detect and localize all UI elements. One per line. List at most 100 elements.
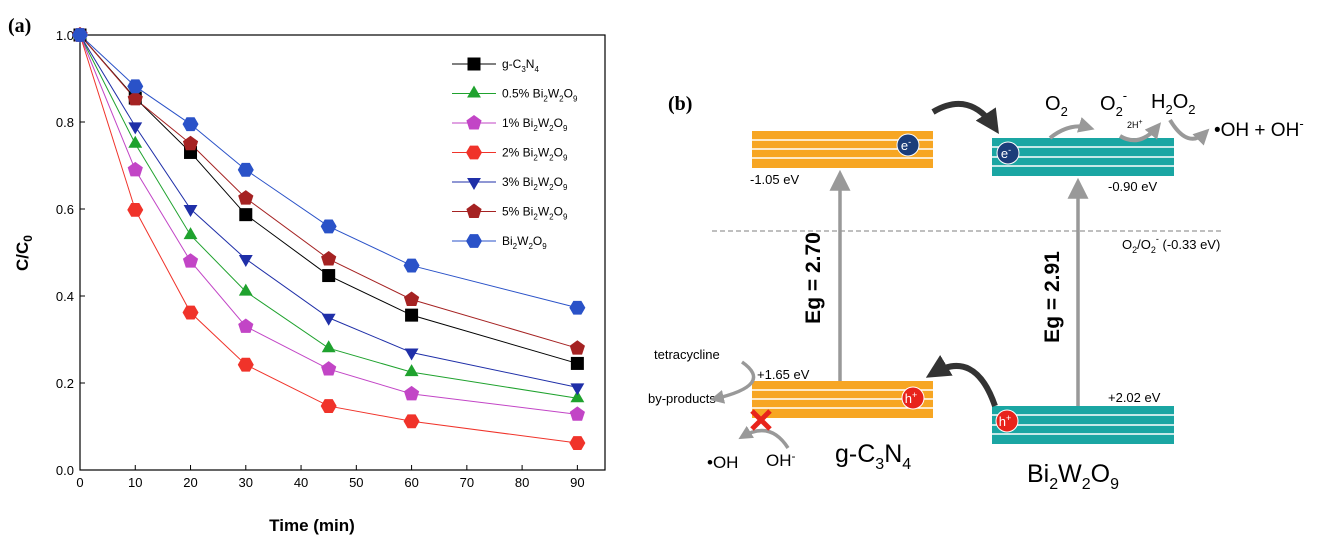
data-point xyxy=(127,202,144,217)
x-tick-label: 40 xyxy=(294,475,308,490)
legend-text-part: O xyxy=(564,87,573,101)
o2rad-sub: 2 xyxy=(1116,104,1123,119)
h2o2-sub2: 2 xyxy=(1188,102,1195,117)
oh-minus-text: OH xyxy=(766,451,792,470)
material-text-part: 3 xyxy=(875,456,884,473)
y-axis: 0.0 0.2 0.4 0.6 0.8 1.0 xyxy=(56,28,85,478)
data-point xyxy=(238,255,253,268)
data-point xyxy=(403,291,420,306)
band-diagram: (b) xyxy=(648,88,1304,493)
legend-text-part: 2 xyxy=(533,124,538,133)
legend-text-part: Bi xyxy=(502,234,513,248)
ref-o2b-sub: 2 xyxy=(1151,245,1156,255)
svg-text:e-: e- xyxy=(901,137,911,153)
x-tick-label: 0 xyxy=(76,475,83,490)
o2-reduction-arrow xyxy=(1048,117,1095,140)
ref-slash: /O xyxy=(1137,237,1151,252)
legend-entry: 2% Bi2W2O9 xyxy=(502,146,568,163)
blocked-oh-arrow xyxy=(738,425,790,449)
legend-text-part: 2 xyxy=(559,95,564,104)
legend-text-part: W xyxy=(538,146,550,160)
legend-text-part: 9 xyxy=(563,183,568,192)
legend-entry: 5% Bi2W2O9 xyxy=(502,205,568,222)
data-point xyxy=(238,283,253,296)
o2-reference-label: O2/O2- (-0.33 eV) xyxy=(1122,234,1220,255)
data-point xyxy=(238,318,254,333)
y-axis-label: C/C0 xyxy=(13,235,35,271)
legend-text-part: 5% Bi xyxy=(502,205,533,219)
data-point xyxy=(321,340,336,353)
data-point xyxy=(128,122,143,135)
x-tick-label: 50 xyxy=(349,475,363,490)
gcn-band-gap-label: Eg = 2.70 xyxy=(802,232,825,324)
bwo-valence-band xyxy=(992,406,1174,444)
legend-text-part: O xyxy=(554,175,563,189)
y-axis-label-main: C/C xyxy=(13,242,32,271)
hole-transfer-arrow xyxy=(925,355,998,407)
x-axis-label: Time (min) xyxy=(269,516,355,535)
data-point xyxy=(404,348,419,361)
ref-value: (-0.33 eV) xyxy=(1159,237,1220,252)
data-point xyxy=(569,300,586,315)
material-text-part: N xyxy=(884,440,902,468)
legend-text-part: 3% Bi xyxy=(502,175,533,189)
panel-a-label: (a) xyxy=(8,15,31,37)
legend-entry: 3% Bi2W2O9 xyxy=(502,175,568,192)
h2o2-sub1: 2 xyxy=(1165,102,1172,117)
legend-text-part: 2 xyxy=(543,95,548,104)
hydroxyl-products-label: •OH + OH- xyxy=(1214,116,1304,141)
data-point xyxy=(404,364,419,377)
legend-text-part: O xyxy=(554,146,563,160)
data-point xyxy=(320,399,337,413)
legend-entry: g-C3N4 xyxy=(502,57,539,74)
two-h-text: 2H xyxy=(1127,120,1139,130)
svg-text:e-: e- xyxy=(1001,145,1011,161)
series-markers xyxy=(72,27,586,450)
x-tick-label: 70 xyxy=(460,475,474,490)
legend-text-part: O xyxy=(554,116,563,130)
legend-text-part: 9 xyxy=(563,213,568,222)
data-point xyxy=(127,161,143,177)
data-point xyxy=(322,269,336,283)
legend-text-part: 2% Bi xyxy=(502,146,533,160)
by-products-label: by-products xyxy=(648,391,716,406)
data-point xyxy=(127,90,143,106)
oh-radical-label: •OH xyxy=(707,453,738,472)
x-tick-label: 30 xyxy=(239,475,253,490)
material-text-part: 9 xyxy=(1110,476,1119,493)
o2-text: O xyxy=(1045,93,1061,115)
material-text-part: O xyxy=(1091,460,1110,488)
svg-text:h+: h+ xyxy=(999,413,1012,429)
legend-text-part: W xyxy=(548,87,560,101)
legend-text-part: 2 xyxy=(549,213,554,222)
x-tick-label: 20 xyxy=(183,475,197,490)
y-tick-label: 0.2 xyxy=(56,376,74,391)
hole-bwo-sup: + xyxy=(1006,413,1011,423)
o2-sub: 2 xyxy=(1061,104,1068,119)
svg-text:h+: h+ xyxy=(905,390,918,406)
o2rad-text: O xyxy=(1100,93,1116,115)
legend-entry: 0.5% Bi2W2O9 xyxy=(502,87,578,104)
x-tick-label: 80 xyxy=(515,475,529,490)
legend-text-part: 2 xyxy=(549,183,554,192)
x-tick-label: 10 xyxy=(128,475,142,490)
y-tick-label: 0.8 xyxy=(56,115,74,130)
tetracycline-label: tetracycline xyxy=(654,347,720,362)
y-tick-label: 1.0 xyxy=(56,28,74,43)
electron-gcn-label: e xyxy=(901,138,908,153)
data-point xyxy=(183,227,198,240)
data-point xyxy=(570,390,585,403)
ref-o2b-sup: - xyxy=(1156,234,1159,244)
legend-text-part: 9 xyxy=(542,242,547,251)
panel-b-label: (b) xyxy=(668,93,692,115)
bwo-band-gap-label: Eg = 2.91 xyxy=(1041,251,1064,343)
ref-o2: O xyxy=(1122,237,1132,252)
data-point xyxy=(570,356,584,370)
hole-bwo-label: h xyxy=(999,414,1006,429)
electron-transfer-arrow xyxy=(931,101,999,135)
legend-text-part: 9 xyxy=(573,95,578,104)
legend-text-part: g-C xyxy=(502,57,522,71)
data-point xyxy=(321,361,337,376)
